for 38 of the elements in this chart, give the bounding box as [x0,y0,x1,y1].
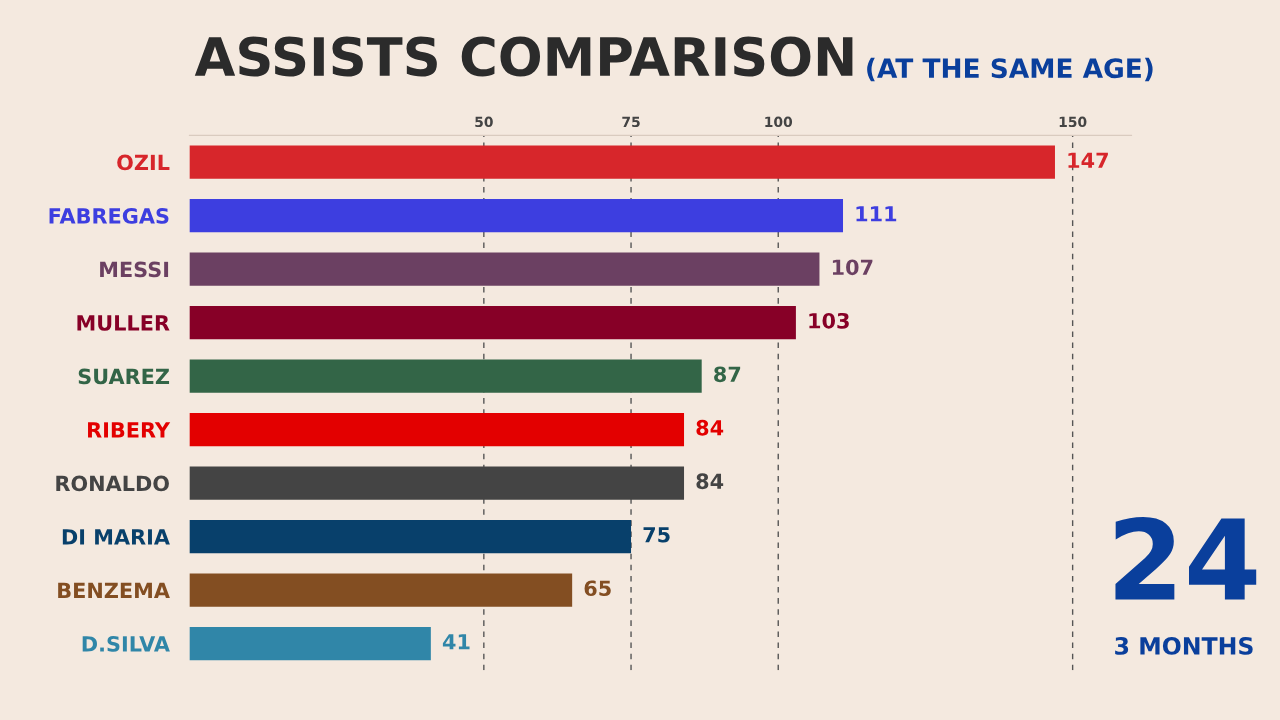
data-label: 87 [714,366,741,383]
data-label: 103 [809,312,849,329]
data-label: 84 [696,419,724,436]
chart-title: ASSISTS COMPARISON [194,36,853,77]
y-tick-label: MESSI [100,261,169,278]
bar [189,359,702,393]
y-tick-label: D.SILVA [82,636,170,652]
chart-subtitle: (AT THE SAME AGE) [867,57,1153,82]
bar [189,413,685,447]
x-tick-label: 100 [765,116,793,128]
bar [189,306,796,340]
bar [189,520,632,554]
y-tick-label: OZIL [117,154,170,171]
data-label: 107 [832,259,873,276]
data-label: 147 [1068,152,1108,168]
bar [189,199,844,233]
data-label: 41 [442,634,470,650]
y-tick-label: BENZEMA [58,582,170,598]
y-tick-label: DI MARIA [62,529,170,545]
bar [189,466,685,500]
bar [189,145,1055,179]
x-tick-label: 75 [622,116,640,128]
y-tick-label: MULLER [77,315,170,331]
bar [189,252,820,286]
data-label: 84 [696,473,724,490]
y-tick-label: FABREGAS [49,208,169,224]
data-label: 111 [856,206,897,222]
y-tick-label: SUAREZ [78,368,170,385]
annotation: 24 [1115,516,1257,600]
bar [189,573,573,607]
annotation: 3 MONTHS [1115,636,1253,655]
y-tick-label: RIBERY [88,422,171,438]
y-tick-label: RONALDO [56,475,169,492]
data-label: 75 [643,527,670,543]
data-label: 65 [584,580,611,597]
x-tick-label: 150 [1059,116,1087,128]
bar [189,626,431,661]
x-tick-label: 50 [475,116,493,128]
